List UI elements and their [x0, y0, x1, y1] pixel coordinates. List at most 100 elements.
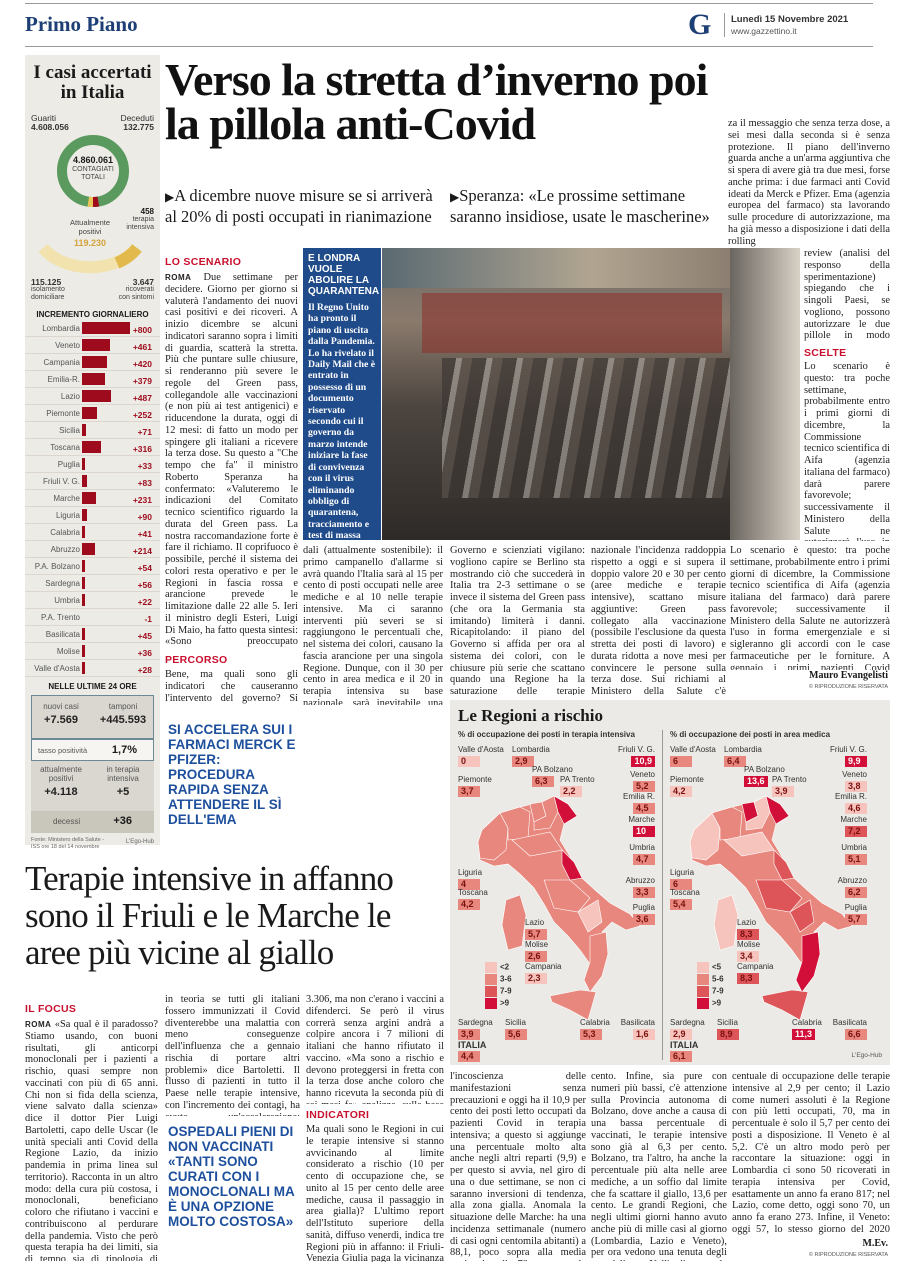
map-region-value: 1,6: [633, 1029, 655, 1040]
map-region-label: Umbria: [629, 843, 655, 852]
indicatori-text: Ma quali sono le Regioni in cui le terap…: [306, 1124, 444, 1262]
increment-bar: [82, 628, 85, 640]
map-credit: L'Ego-Hub: [851, 1052, 882, 1059]
map-region-label: Puglia: [844, 903, 867, 912]
region-name: Basilicata: [45, 630, 80, 639]
map-region-label: Lazio: [525, 918, 545, 927]
map-region-value: 4,6: [845, 803, 867, 814]
increment-bar: [82, 509, 88, 521]
map-region-label: Emilia R.: [834, 792, 867, 801]
map-region-value: 3,3: [633, 887, 655, 898]
map-friuli: [553, 795, 578, 825]
increment-bar: [82, 339, 110, 351]
increment-row: Veneto +461: [25, 337, 160, 354]
region-name: Valle d'Aosta: [34, 664, 80, 673]
increment-bar: [82, 560, 86, 572]
main-headline: Verso la stretta d’inverno poi la pillol…: [165, 54, 708, 149]
increment-value: +800: [132, 325, 152, 335]
nuovi-casi-cell: nuovi casi +7.569: [43, 702, 79, 726]
increment-value: +214: [132, 546, 152, 556]
map-region-value: 6,1: [670, 1051, 692, 1062]
map-region-value: 8,3: [737, 929, 759, 940]
increment-value: +83: [137, 478, 152, 488]
map-region-label: Lombardia: [512, 745, 550, 754]
focus-column-3: 3.306, ma non c'erano i vaccini a difend…: [306, 994, 444, 1104]
map-region-label: Sardegna: [670, 1018, 705, 1027]
map-region-value: 10,9: [631, 756, 655, 767]
issue-date: Lunedì 15 Novembre 2021: [731, 14, 849, 25]
last24-title: NELLE ULTIME 24 ORE: [48, 682, 137, 691]
increment-value: +22: [137, 597, 152, 607]
increment-value: +36: [137, 648, 152, 658]
label-scenario: LO SCENARIO: [165, 256, 242, 268]
map-region-value: 6,4: [724, 756, 746, 767]
header-divider: [724, 13, 725, 37]
map-region-label: Umbria: [841, 843, 867, 852]
top-rule: [25, 3, 873, 4]
increment-row: Campania +420: [25, 354, 160, 371]
terapia-intensiva-cell: in terapia intensiva +5: [106, 765, 140, 798]
increment-row: Valle d'Aosta +28: [25, 660, 160, 677]
map-sardegna: [501, 894, 527, 951]
map-region-value: 3,8: [845, 781, 867, 792]
map-region-label: Valle d'Aosta: [670, 745, 716, 754]
map-region-label: Toscana: [458, 888, 488, 897]
map-legend-item: 7-9: [697, 986, 724, 997]
increment-row: Friuli V. G. +83: [25, 473, 160, 490]
map-region-value: 6: [670, 879, 692, 890]
region-name: Molise: [56, 647, 80, 656]
article-column-1: ROMA Due settimane per decidere. Giorno …: [165, 272, 298, 647]
map-region-value: 3,7: [458, 786, 480, 797]
increment-row: Umbria +22: [25, 592, 160, 609]
map-region-value: 2,9: [512, 756, 534, 767]
increment-value: +316: [132, 444, 152, 454]
region-name: Calabria: [50, 528, 80, 537]
map-region-value: 0: [458, 756, 480, 767]
map-campania: [577, 899, 603, 933]
increment-value: +379: [132, 376, 152, 386]
region-name: P.A. Trento: [41, 613, 80, 622]
increment-value: +487: [132, 393, 152, 403]
map-region-value: 6: [670, 756, 692, 767]
increment-value: -1: [144, 614, 152, 624]
map-legend-item: <5: [697, 962, 721, 973]
region-name: Lazio: [60, 392, 80, 401]
italy-maps: [477, 795, 853, 1021]
increment-bar: [82, 577, 86, 589]
map-region-value: 11,3: [792, 1029, 816, 1040]
increment-bar: [82, 441, 101, 453]
map-region-value: 4,2: [458, 899, 480, 910]
map-legend-item: 3-6: [485, 974, 512, 985]
map-region-value: 2,2: [560, 786, 582, 797]
site-url[interactable]: www.gazzettino.it: [731, 26, 797, 36]
source-note: Fonte: Ministero della Salute - ISS ore …: [31, 837, 105, 850]
map-region-label: Molise: [525, 940, 549, 949]
ti-value: 458: [140, 207, 154, 216]
newspaper-logo: G: [688, 8, 712, 41]
increment-row: Emilia-R. +379: [25, 371, 160, 388]
increment-value: +41: [137, 529, 152, 539]
increment-value: +420: [132, 359, 152, 369]
london-box-text: Il Regno Unito ha pronto il piano di usc…: [308, 302, 375, 542]
map-region-label: PA Bolzano: [744, 765, 785, 774]
increment-row: Molise +36: [25, 643, 160, 660]
increment-bar: [82, 594, 85, 606]
map-marche: [561, 849, 583, 881]
increment-row: Toscana +316: [25, 439, 160, 456]
map-region-value: 5,1: [845, 854, 867, 865]
increment-bar: [82, 543, 95, 555]
map-region-value: 2,3: [525, 973, 547, 984]
restaurant-crowd-photo: [382, 248, 800, 540]
increment-bar: [82, 390, 112, 402]
map-region-label: Friuli V. G.: [829, 745, 867, 754]
label-scelte: SCELTE: [804, 347, 847, 359]
deck-left: ▶A dicembre nuove misure se si arriverà …: [165, 186, 433, 226]
map-region-value: 4: [458, 879, 480, 890]
map-region-label: PA Trento: [560, 775, 595, 784]
map-region-value: 2,9: [670, 1029, 692, 1040]
map-region-label: Marche: [628, 815, 655, 824]
increment-row: Basilicata +45: [25, 626, 160, 643]
london-box: E LONDRA VUOLE ABOLIRE LA QUARANTENA Il …: [303, 248, 381, 542]
map-legend-item: 5-6: [697, 974, 724, 985]
article-column-5b: review (analisi del responso della speri…: [804, 248, 890, 343]
